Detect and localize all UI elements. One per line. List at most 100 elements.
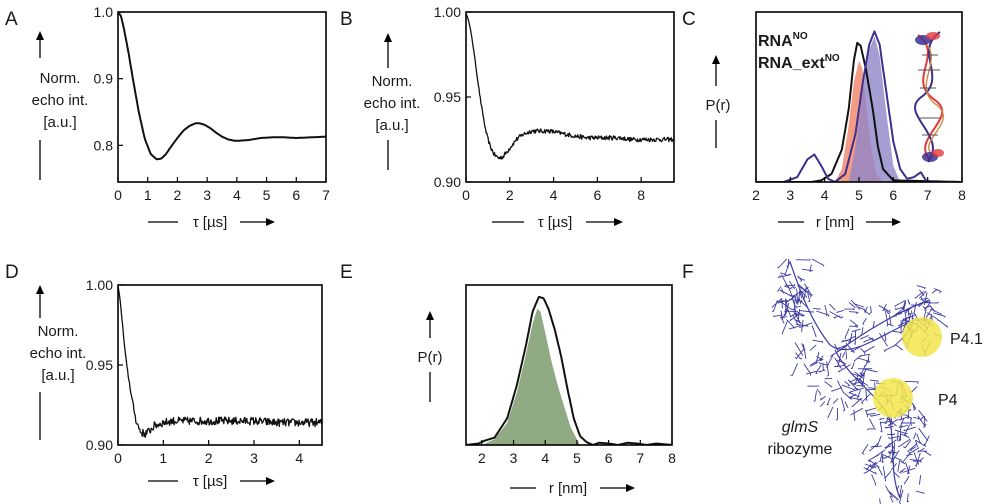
panel-e-xlabel: r [nm] (510, 480, 635, 497)
panel-c-xlabel-text: r [nm] (816, 214, 854, 231)
panel-c: C P(r) r [nm] RNANO RNA_extNO (682, 9, 966, 231)
panel-a-ytick-label: 0.8 (94, 137, 114, 153)
panel-b-xlabel-arrowhead (614, 218, 623, 226)
panel-a-ylabel-line-3: [a.u.] (43, 114, 76, 131)
panel-a-xtick-label: 3 (203, 187, 211, 203)
panel-d-xtick-label: 0 (114, 450, 122, 466)
panel-b: B Norm. echo int. [a.u.] τ [µs] 0 2 4 6 8 0.9… (340, 4, 675, 231)
panel-a-xtick-label: 4 (233, 187, 241, 203)
panel-a-ylabel-line-1: Norm. (40, 70, 81, 87)
panel-b-ytick-label: 1.00 (434, 4, 461, 20)
legend-entry-rna-name: RNA (758, 33, 793, 50)
panel-d-ylabel-line-2: echo int. (30, 345, 87, 362)
panel-e-xtick-label: 8 (668, 450, 676, 466)
panel-f: F P4.1 P4 glmS ribozyme (682, 258, 983, 504)
panel-letter-e: E (340, 262, 353, 283)
panel-d-ylabel-line-1: Norm. (38, 323, 79, 340)
panel-e-fill-0 (466, 308, 672, 445)
panel-a-xlabel-text: τ [µs] (193, 214, 228, 231)
panel-a-ytick-label: 0.9 (94, 71, 114, 87)
panel-letter-b: B (340, 9, 353, 30)
label-glms: glmS (782, 419, 819, 436)
panel-a-xtick-label: 5 (263, 187, 271, 203)
panel-a-xlabel-arrowhead (266, 218, 275, 226)
panel-d: D Norm. echo int. [a.u.] τ [µs] 0 1 2 3 4 0.9… (5, 262, 323, 490)
panel-e-ylabel-arrowhead (426, 311, 434, 320)
panel-b-ylabel-line-3: [a.u.] (375, 117, 408, 134)
panel-e-ylabel-text: P(r) (418, 349, 443, 366)
panel-c-ylabel-text: P(r) (706, 97, 731, 114)
panel-d-xtick-label: 2 (205, 450, 213, 466)
legend-entry-rna-sup: NO (793, 31, 808, 42)
panel-a-xtick-label: 0 (114, 187, 122, 203)
p4-site-marker (873, 378, 913, 418)
panel-b-xtick-label: 6 (593, 187, 601, 203)
panel-letter-d: D (5, 262, 19, 283)
panel-e-xtick-label: 2 (478, 450, 486, 466)
panel-b-ylabel-arrowhead (384, 33, 392, 42)
panel-a-plot-frame (117, 11, 327, 183)
ribozyme-backbone (789, 261, 931, 499)
panel-e-plot-frame (465, 284, 673, 446)
panel-c-xtick-label: 5 (855, 187, 863, 203)
rna-helix-inset-icon (914, 31, 945, 163)
panel-c-xtick-label: 4 (821, 187, 829, 203)
panel-a-series-0 (118, 12, 326, 161)
p4-1-site-marker (902, 317, 942, 357)
ribozyme-strand (788, 301, 856, 377)
label-p4: P4 (938, 392, 958, 409)
panel-b-ylabel-line-1: Norm. (372, 73, 413, 90)
panel-e-xtick-label: 3 (510, 450, 518, 466)
panel-e-xtick-label: 4 (541, 450, 549, 466)
panel-b-ytick-label: 0.90 (434, 174, 461, 190)
panel-d-ytick-label: 0.95 (86, 357, 113, 373)
panel-e: E P(r) r [nm] 2 3 4 5 6 7 8 (340, 262, 676, 497)
panel-a: A Norm. echo int. [a.u.] τ [µs] 0 1 2 3 4 5 6 7… (5, 4, 330, 231)
panel-b-xlabel: τ [µs] (492, 214, 623, 231)
legend-entry-rna: RNANO (758, 31, 808, 50)
panel-b-ytick-label: 0.95 (434, 89, 461, 105)
panel-c-fill-1 (848, 36, 901, 182)
panel-e-xtick-label: 7 (636, 450, 644, 466)
panel-letter-a: A (5, 9, 18, 30)
panel-b-xtick-label: 0 (462, 187, 470, 203)
panel-a-xtick-label: 1 (144, 187, 152, 203)
panel-letter-c: C (682, 9, 696, 30)
legend-entry-rna-ext-name: RNA_ext (758, 55, 825, 72)
panel-d-ytick-label: 0.90 (86, 437, 113, 453)
panel-a-xtick-label: 6 (292, 187, 300, 203)
panel-b-xtick-label: 4 (550, 187, 558, 203)
panel-b-xtick-label: 8 (637, 187, 645, 203)
panel-c-legend: RNANO RNA_extNO (758, 31, 840, 72)
panel-d-xtick-label: 3 (250, 450, 258, 466)
label-ribozyme: ribozyme (768, 441, 833, 458)
panel-b-xtick-label: 2 (506, 187, 514, 203)
panel-c-xtick-label: 6 (889, 187, 897, 203)
legend-entry-rna-ext-sup: NO (825, 53, 840, 64)
panel-letter-f: F (682, 262, 694, 283)
legend-entry-rna-ext: RNA_extNO (758, 53, 840, 72)
ribozyme-strand (863, 442, 932, 504)
panel-a-xlabel: τ [µs] (148, 214, 275, 231)
panel-a-ylabel: Norm. echo int. [a.u.] (32, 31, 89, 180)
panel-d-series-0 (118, 285, 322, 438)
panel-e-xlabel-text: r [nm] (549, 480, 587, 497)
panel-d-ytick-label: 1.00 (86, 277, 113, 293)
panel-c-xtick-label: 2 (752, 187, 760, 203)
panel-c-xtick-label: 3 (786, 187, 794, 203)
panel-a-ylabel-line-2: echo int. (32, 92, 89, 109)
panel-c-xtick-label: 7 (924, 187, 932, 203)
panel-e-ylabel: P(r) (418, 311, 443, 402)
panel-d-ylabel-line-3: [a.u.] (41, 367, 74, 384)
panel-a-xtick-label: 2 (174, 187, 182, 203)
panel-c-xlabel: r [nm] (778, 214, 901, 231)
label-p4-1: P4.1 (950, 331, 983, 348)
panel-c-ylabel-arrowhead (712, 55, 720, 64)
panel-c-xtick-label: 8 (958, 187, 966, 203)
glms-ribozyme-structure-icon (771, 258, 949, 504)
panel-c-ylabel: P(r) (706, 55, 731, 148)
panel-e-xtick-label: 5 (573, 450, 581, 466)
panel-e-series-0 (466, 295, 672, 445)
panel-d-xlabel-arrowhead (266, 477, 275, 485)
